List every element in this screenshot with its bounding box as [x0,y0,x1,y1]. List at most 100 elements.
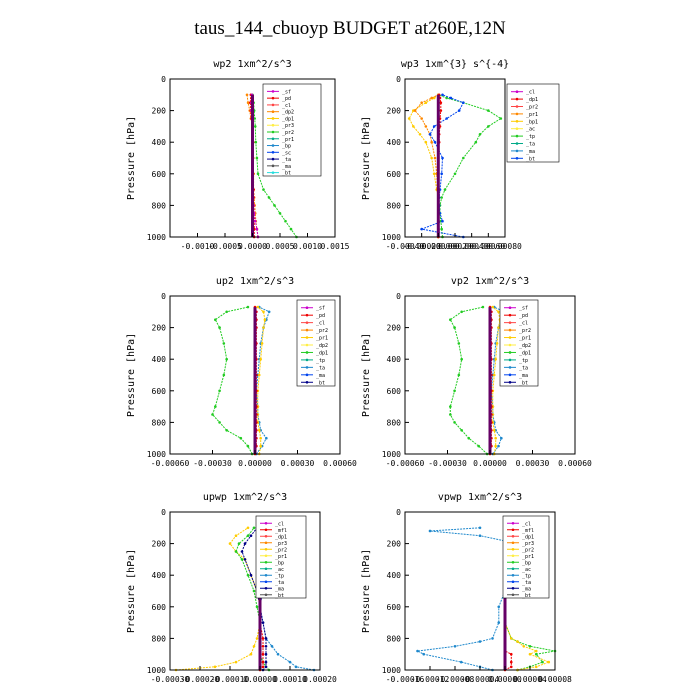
legend-label: _bt [519,380,528,386]
legend: _cl_dp1 _pr2_pr1_bp1 _ac_tp _ta_ma_bt [506,83,560,163]
x-tick-label: 0.00000 [238,459,272,468]
x-tick-label: 0.00060 [558,459,592,468]
y-tick-label: 600 [387,603,402,612]
data-point [420,117,423,120]
y-tick-label: 800 [387,418,402,427]
x-tick-label: 0.00060 [471,242,505,251]
data-point [481,305,485,309]
legend-label: _pr2 [526,105,538,111]
data-point [260,342,264,345]
data-point [288,660,292,664]
x-tick-label: 0.00060 [323,459,357,468]
data-point [284,219,287,223]
data-point [255,637,259,640]
data-point [457,342,461,345]
series-line-tp [415,527,519,671]
data-point [418,133,422,136]
series-line-dp1 [414,94,439,237]
panel-title: wp3 1xm^{3} s^{-4} [401,59,509,70]
chart-panel-5: upwp 1xm^2/s^3 Pressure [hPa] 0 200 400 600 80… [126,492,337,684]
data-point [509,637,513,640]
data-point [249,652,253,656]
legend-label: _cl [282,103,291,109]
legend-marker [271,103,275,107]
legend-label: _bt [275,593,284,599]
legend-label: _pr1 [526,112,538,118]
legend-label: _bp [522,560,531,566]
legend-label: _tp [526,134,535,140]
x-tick-label: -0.0005 [208,242,242,251]
legend-marker [508,351,512,354]
data-point [267,310,271,314]
y-tick-label: 1000 [147,233,166,242]
data-point [252,526,256,530]
legend-marker [271,123,275,127]
legend-label: _dp1 [519,350,531,356]
data-point [246,526,250,530]
data-point [491,637,494,640]
x-tick-label: 0.00008 [538,675,572,684]
legend-label: _dp1 [282,116,294,122]
data-point [495,342,499,345]
data-point [237,542,241,545]
legend-label: _ta [275,580,284,586]
data-point [246,444,250,448]
legend-label: _ac [275,567,284,573]
legend-label: _mfl [522,528,534,534]
y-axis-label: Pressure [hPa] [361,116,372,200]
plot-frame [404,78,506,238]
legend-label: _ac [526,127,535,133]
legend-label: _pd [282,96,291,102]
y-tick-label: 800 [387,634,402,643]
legend-label: _pr1 [519,336,531,342]
legend-marker [271,96,275,100]
legend-marker [264,541,268,545]
legend: _sf_pd_cl_dp2_dp1_pr3_pr2_pr1_bp_sc_ta_m… [262,83,322,177]
data-point [500,436,503,440]
data-point [218,326,221,329]
series-line-pr1 [252,94,297,238]
legend-marker [508,343,512,347]
legend-label: _ta [519,365,528,371]
legend-label: _dp2 [316,343,328,349]
plot-frame [169,511,321,671]
data-point [440,196,443,199]
legend-label: _cl [316,321,325,327]
legend-marker [515,142,519,145]
legend-label: _pr2 [275,547,287,553]
y-tick-label: 0 [396,75,401,84]
legend-marker [305,313,309,317]
x-tick-label: -0.00004 [461,675,500,684]
legend-marker [508,328,512,332]
y-axis-label: Pressure [hPa] [126,116,137,200]
x-tick-label: -0.0010 [181,242,215,251]
legend-label: _sf [519,306,528,312]
data-point [491,305,495,309]
data-point [497,444,500,448]
legend-label: _pr3 [282,123,294,129]
data-point [445,117,448,120]
data-point [460,357,463,361]
legend-label: _tp [316,358,325,364]
data-point [249,573,253,577]
data-point [478,133,482,136]
legend-label: _bt [316,380,325,386]
y-tick-label: 800 [152,634,167,643]
series-line-pr2 [175,527,261,671]
data-point [273,204,276,207]
data-point [459,660,463,664]
data-point [478,534,482,537]
data-point [412,125,415,128]
legend-marker [264,521,268,525]
data-point [449,405,452,408]
data-point [474,140,478,144]
data-point [467,436,471,440]
legend-marker [264,593,268,597]
data-point [276,652,280,656]
data-point [240,558,244,561]
legend-box [506,83,560,163]
data-point [261,637,265,640]
y-tick-label: 1000 [147,666,166,675]
legend-label: _mfl [275,528,287,534]
data-point [225,429,228,432]
